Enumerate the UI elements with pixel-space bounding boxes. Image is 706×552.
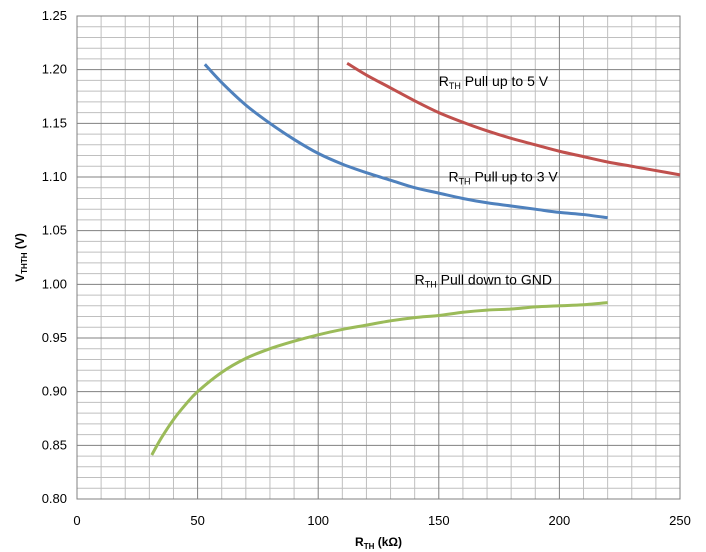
x-axis-title-unit: (kΩ) xyxy=(374,535,402,549)
minor-grid xyxy=(77,16,680,499)
series-line-pullup5 xyxy=(346,61,681,177)
series-label-main: R xyxy=(439,73,449,89)
x-tick-label: 250 xyxy=(669,513,691,528)
y-tick-label: 1.20 xyxy=(42,62,67,77)
x-axis-tick-labels: 0 50 100 150 200 250 xyxy=(73,513,690,528)
series-label-main: R xyxy=(448,168,458,184)
series-label-main: R xyxy=(415,271,425,287)
x-tick-label: 50 xyxy=(190,513,204,528)
y-axis-title-unit: (V) xyxy=(13,233,27,252)
series-label-pullup5: RTH Pull up to 5 V xyxy=(439,73,549,91)
x-tick-label: 200 xyxy=(549,513,571,528)
y-tick-label: 1.10 xyxy=(42,169,67,184)
y-axis-title: VTHTH (V) xyxy=(13,233,29,282)
series-label-subscript: TH xyxy=(449,81,461,91)
y-tick-label: 1.25 xyxy=(42,8,67,23)
x-axis-title-subscript: TH xyxy=(364,542,375,551)
y-tick-label: 0.95 xyxy=(42,330,67,345)
y-axis-tick-labels: 0.80 0.85 0.90 0.95 1.00 1.05 1.10 1.15 1.20 1.25 xyxy=(42,8,67,506)
x-tick-label: 150 xyxy=(428,513,450,528)
x-tick-label: 100 xyxy=(307,513,329,528)
y-tick-label: 0.80 xyxy=(42,491,67,506)
series-line-pulldown xyxy=(150,301,608,456)
plot-area-frame xyxy=(76,15,681,500)
y-tick-label: 0.90 xyxy=(42,384,67,399)
y-tick-label: 1.15 xyxy=(42,115,67,130)
series-label-pulldown: RTH Pull down to GND xyxy=(415,271,552,289)
x-axis-title: RTH (kΩ) xyxy=(355,535,402,551)
series-line-pullup3 xyxy=(203,63,608,220)
series-label-subscript: TH xyxy=(425,279,437,289)
y-axis-title-main: V xyxy=(13,274,27,282)
y-tick-label: 1.05 xyxy=(42,223,67,238)
series-label-subscript: TH xyxy=(459,176,471,186)
series-label-text: Pull down to GND xyxy=(437,271,552,287)
y-axis-title-subscript: THTH xyxy=(20,252,29,274)
series-label-text: Pull up to 5 V xyxy=(461,73,549,89)
x-tick-label: 0 xyxy=(73,513,80,528)
x-axis-title-main: R xyxy=(355,535,364,549)
y-tick-label: 0.85 xyxy=(42,437,67,452)
series-label-pullup3: RTH Pull up to 3 V xyxy=(448,168,558,186)
series-label-text: Pull up to 3 V xyxy=(471,168,559,184)
y-tick-label: 1.00 xyxy=(42,276,67,291)
series-lines xyxy=(150,61,681,456)
